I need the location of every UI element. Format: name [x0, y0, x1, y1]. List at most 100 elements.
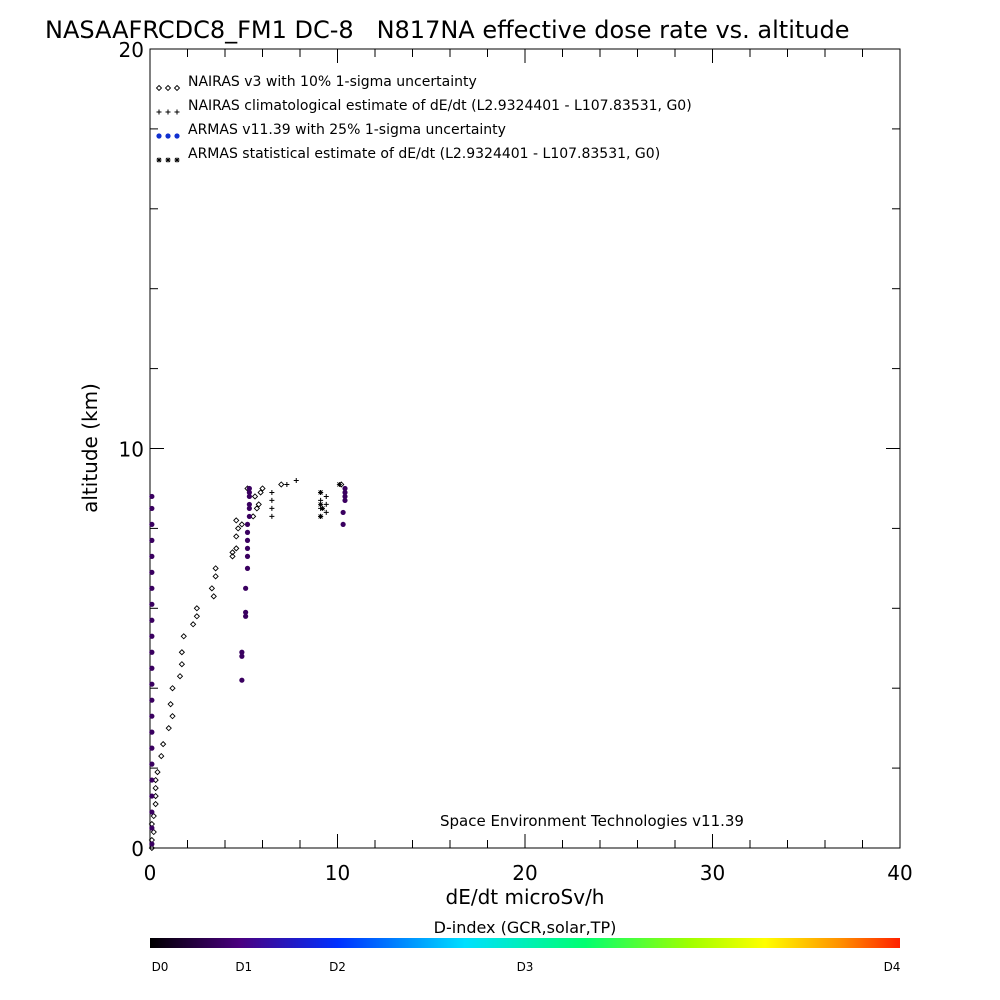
data-point [244, 529, 251, 535]
data-point [239, 677, 245, 683]
data-point [340, 509, 346, 516]
data-point [244, 521, 251, 528]
data-point [149, 585, 155, 591]
data-point [323, 501, 329, 507]
data-point [243, 609, 249, 615]
data-point [243, 585, 249, 591]
data-point [149, 809, 155, 815]
data-point [323, 509, 329, 515]
legend: NAIRAS v3 with 10% 1-sigma uncertainty NA… [155, 74, 692, 163]
legend-marker [155, 84, 163, 92]
colorbar-label: D4 [884, 960, 901, 974]
data-point [193, 605, 201, 612]
colorbar-label: D3 [517, 960, 534, 974]
data-point [342, 485, 348, 492]
data-point [149, 537, 155, 543]
x-tick-label: 30 [700, 861, 725, 885]
data-point [149, 777, 155, 783]
data-point [149, 569, 155, 575]
x-tick-label: 10 [325, 861, 350, 885]
data-point [246, 505, 252, 512]
data-point [278, 481, 285, 488]
data-point [149, 553, 155, 559]
legend-marker [164, 84, 172, 92]
data-point [239, 649, 245, 655]
legend-entry: ARMAS v11.39 with 25% 1-sigma uncertaint… [188, 122, 506, 138]
legend-entry: NAIRAS climatological estimate of dE/dt … [188, 98, 692, 114]
data-point [167, 701, 174, 708]
legend-marker [174, 157, 180, 163]
x-axis-ticks: 0 10 20 30 40 [144, 49, 913, 885]
data-point [149, 617, 155, 623]
legend-marker [165, 109, 171, 115]
annotation-credit: Space Environment Technologies v11.39 [440, 812, 744, 830]
colorbar [150, 938, 900, 948]
legend-marker [165, 133, 171, 139]
data-point [210, 593, 217, 600]
data-point [149, 761, 155, 767]
data-point [284, 481, 290, 487]
legend-marker [156, 133, 162, 139]
data-point [229, 553, 236, 560]
x-tick-label: 0 [144, 861, 157, 885]
colorbar-label: D2 [329, 960, 346, 974]
data-point [253, 505, 261, 512]
data-point [149, 505, 155, 512]
data-point [212, 573, 219, 580]
legend-marker [156, 157, 162, 163]
legend-marker [173, 84, 181, 92]
data-point [178, 649, 186, 656]
data-point [229, 549, 236, 556]
data-point [244, 553, 251, 559]
legend-marker [165, 157, 171, 163]
data-point [149, 681, 155, 687]
x-tick-label: 20 [512, 861, 537, 885]
data-point [251, 493, 259, 500]
data-point [208, 585, 216, 592]
data-point [149, 745, 155, 751]
data-point [149, 633, 155, 639]
data-point [152, 800, 159, 808]
data-point [342, 489, 348, 496]
data-point [318, 489, 324, 495]
data-point [340, 521, 346, 528]
data-point [342, 493, 348, 500]
data-point [246, 513, 252, 520]
x-tick-label: 40 [887, 861, 912, 885]
legend-marker [156, 109, 162, 115]
data-point [244, 537, 251, 543]
data-point [158, 752, 165, 760]
data-point [255, 501, 262, 508]
data-point [169, 713, 176, 720]
data-point [342, 497, 348, 504]
data-point [233, 517, 240, 524]
y-tick-label: 0 [131, 837, 144, 861]
colorbar-labels: D0 D1 D2 D3 D4 [152, 960, 901, 974]
colorbar-label: D0 [152, 960, 169, 974]
data-point [176, 673, 184, 680]
data-point [152, 784, 159, 792]
colorbar-title: D-index (GCR,solar,TP) [434, 918, 617, 937]
data-point [293, 477, 299, 483]
data-point [234, 525, 242, 532]
data-point [149, 713, 155, 719]
data-point [212, 565, 219, 572]
legend-entry: NAIRAS v3 with 10% 1-sigma uncertainty [188, 74, 477, 90]
data-point [246, 493, 252, 500]
data-point [238, 521, 246, 528]
data-point [323, 493, 329, 499]
data-point [246, 489, 252, 496]
data-point [257, 489, 264, 496]
data-point [149, 493, 155, 500]
data-point [320, 505, 325, 511]
data-point [246, 485, 252, 492]
data-point [269, 489, 275, 495]
data-point [244, 545, 251, 551]
data-point [150, 828, 157, 836]
data-point [259, 485, 266, 492]
data-point [169, 685, 176, 692]
legend-marker [174, 109, 180, 115]
legend-marker [174, 133, 180, 139]
data-point [244, 565, 251, 571]
